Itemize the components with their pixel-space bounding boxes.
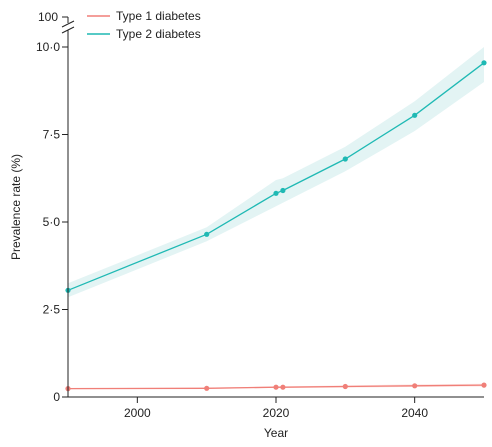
y-tick-label-top: 100 <box>38 10 58 24</box>
x-tick-label: 2000 <box>124 406 151 420</box>
data-point-type-1 <box>342 383 348 390</box>
x-tick-label: 2020 <box>263 406 290 420</box>
y-axis-title: Prevalence rate (%) <box>9 154 23 260</box>
x-tick-label: 2040 <box>401 406 428 420</box>
legend-label-type-1: Type 1 diabetes <box>116 9 201 23</box>
data-point-type-1 <box>204 385 210 391</box>
y-tick-label: 7·5 <box>43 128 61 142</box>
y-tick-label: 2·5 <box>43 303 61 317</box>
y-tick-label: 10·0 <box>36 40 60 54</box>
y-tick-label: 5·0 <box>43 215 61 229</box>
legend: Type 1 diabetes Type 2 diabetes <box>87 9 201 41</box>
data-point-type-2 <box>280 187 286 194</box>
data-point-type-2 <box>481 60 487 66</box>
x-axis-title: Year <box>264 426 288 440</box>
y-tick-label: 0 <box>53 390 60 404</box>
series-points <box>65 60 487 392</box>
axis-break-mark-lower <box>61 26 75 34</box>
data-point-type-1 <box>412 383 418 389</box>
data-point-type-2 <box>204 231 210 237</box>
data-point-type-2 <box>412 112 418 118</box>
confidence-bands <box>68 47 484 390</box>
data-point-type-1 <box>481 382 487 388</box>
data-point-type-2 <box>342 156 348 162</box>
x-ticks: 2000 2020 2040 <box>124 397 428 420</box>
y-ticks: 0 2·5 5·0 7·5 10·0 <box>36 40 68 404</box>
confidence-band-type-2 <box>68 47 484 298</box>
axis-break-mark-upper <box>61 20 75 28</box>
data-point-type-1 <box>280 384 286 390</box>
data-point-type-1 <box>273 384 279 390</box>
data-point-type-2 <box>273 190 279 196</box>
legend-label-type-2: Type 2 diabetes <box>116 27 201 41</box>
